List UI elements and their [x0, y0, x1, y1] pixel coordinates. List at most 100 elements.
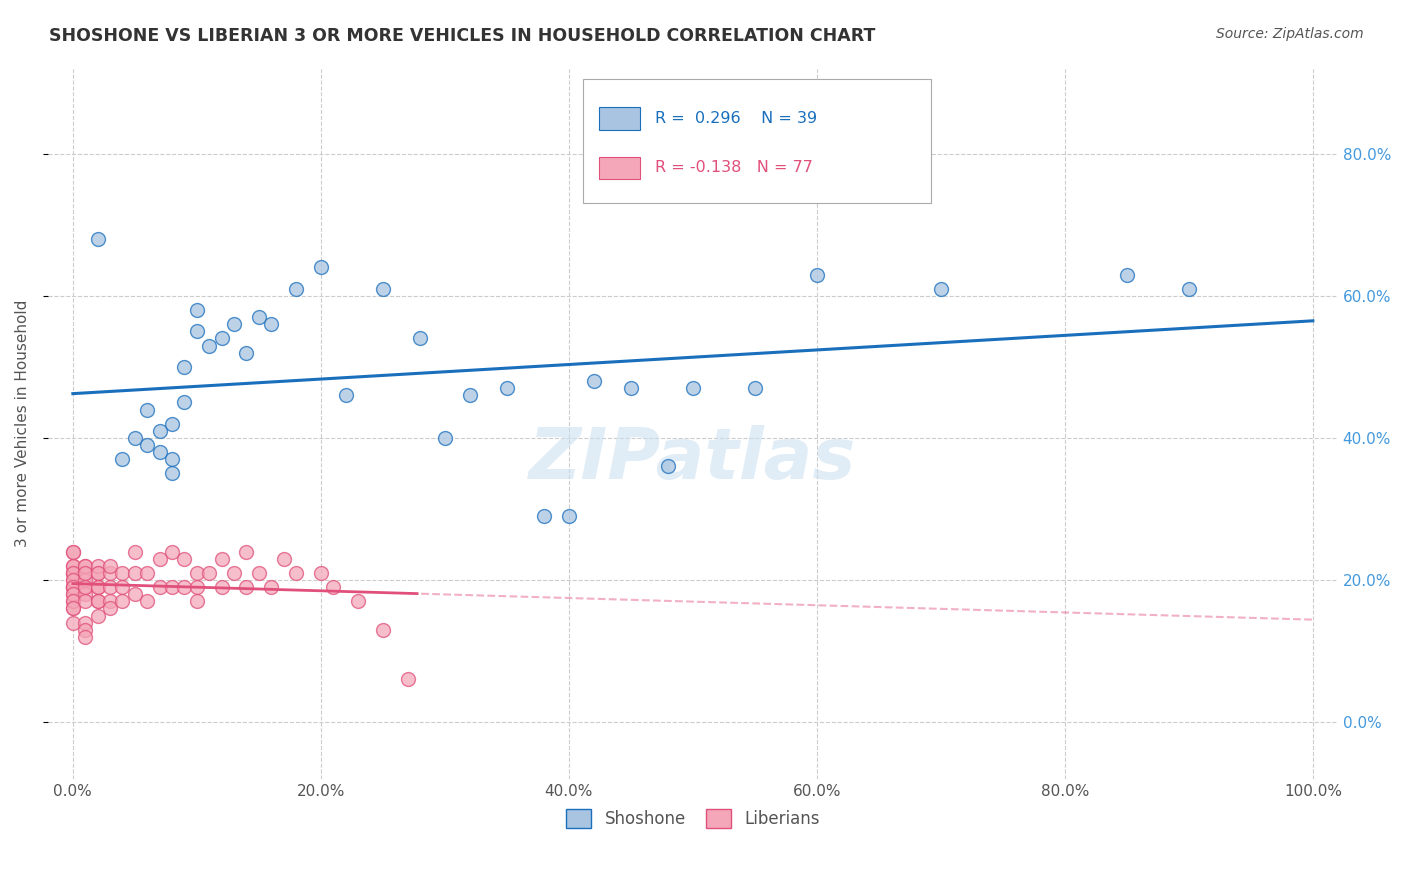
FancyBboxPatch shape [583, 79, 931, 203]
Point [582, 374, 605, 388]
Point [211, 580, 233, 594]
Point [86, 608, 108, 623]
Point [160, 417, 183, 431]
Point [62, 544, 84, 558]
Point [173, 395, 195, 409]
Point [111, 580, 134, 594]
Point [111, 594, 134, 608]
Point [136, 438, 159, 452]
Point [495, 381, 517, 395]
Point [62, 558, 84, 573]
Point [347, 594, 370, 608]
Point [75, 623, 97, 637]
Text: Source: ZipAtlas.com: Source: ZipAtlas.com [1216, 27, 1364, 41]
Point [98, 601, 121, 615]
Point [235, 544, 257, 558]
Point [62, 587, 84, 601]
Point [124, 431, 146, 445]
Point [62, 580, 84, 594]
Point [149, 580, 172, 594]
Point [62, 566, 84, 580]
Point [62, 566, 84, 580]
Point [62, 601, 84, 615]
Point [75, 587, 97, 601]
Point [433, 431, 456, 445]
Point [235, 345, 257, 359]
Point [75, 630, 97, 644]
Text: SHOSHONE VS LIBERIAN 3 OR MORE VEHICLES IN HOUSEHOLD CORRELATION CHART: SHOSHONE VS LIBERIAN 3 OR MORE VEHICLES … [49, 27, 876, 45]
Point [124, 587, 146, 601]
Point [929, 282, 952, 296]
Point [124, 544, 146, 558]
Point [75, 566, 97, 580]
Point [149, 551, 172, 566]
Point [149, 424, 172, 438]
Point [273, 551, 295, 566]
Text: R =  0.296    N = 39: R = 0.296 N = 39 [655, 111, 817, 126]
Point [62, 594, 84, 608]
Point [1178, 282, 1201, 296]
Point [98, 580, 121, 594]
Point [198, 566, 221, 580]
FancyBboxPatch shape [599, 107, 640, 129]
Point [98, 558, 121, 573]
Point [75, 580, 97, 594]
FancyBboxPatch shape [599, 157, 640, 179]
Point [211, 551, 233, 566]
Point [62, 558, 84, 573]
Point [86, 232, 108, 246]
Point [149, 445, 172, 459]
Point [186, 580, 208, 594]
Point [657, 459, 679, 474]
Point [62, 566, 84, 580]
Point [111, 452, 134, 467]
Point [86, 594, 108, 608]
Point [86, 566, 108, 580]
Point [62, 580, 84, 594]
Legend: Shoshone, Liberians: Shoshone, Liberians [560, 802, 827, 835]
Point [75, 580, 97, 594]
Point [260, 318, 283, 332]
Point [136, 594, 159, 608]
Point [75, 558, 97, 573]
Point [75, 566, 97, 580]
Text: ZIPatlas: ZIPatlas [529, 425, 856, 494]
Point [285, 282, 308, 296]
Point [744, 381, 766, 395]
Point [371, 282, 394, 296]
Point [222, 566, 245, 580]
Point [806, 268, 828, 282]
Point [160, 467, 183, 481]
Point [62, 587, 84, 601]
Point [62, 594, 84, 608]
Point [62, 601, 84, 615]
Point [173, 580, 195, 594]
Point [136, 402, 159, 417]
Point [62, 573, 84, 587]
Point [173, 359, 195, 374]
Point [247, 566, 270, 580]
Point [533, 509, 555, 524]
Point [62, 573, 84, 587]
Point [235, 580, 257, 594]
Point [260, 580, 283, 594]
Point [98, 594, 121, 608]
Point [86, 594, 108, 608]
Point [136, 566, 159, 580]
Point [86, 566, 108, 580]
Point [186, 324, 208, 338]
Point [75, 573, 97, 587]
Point [309, 566, 332, 580]
Point [247, 310, 270, 325]
Point [458, 388, 481, 402]
Point [111, 566, 134, 580]
Point [86, 558, 108, 573]
Point [62, 580, 84, 594]
Point [309, 260, 332, 275]
Point [222, 318, 245, 332]
Point [173, 551, 195, 566]
Point [198, 338, 221, 352]
Point [620, 381, 643, 395]
Point [371, 623, 394, 637]
Point [124, 566, 146, 580]
